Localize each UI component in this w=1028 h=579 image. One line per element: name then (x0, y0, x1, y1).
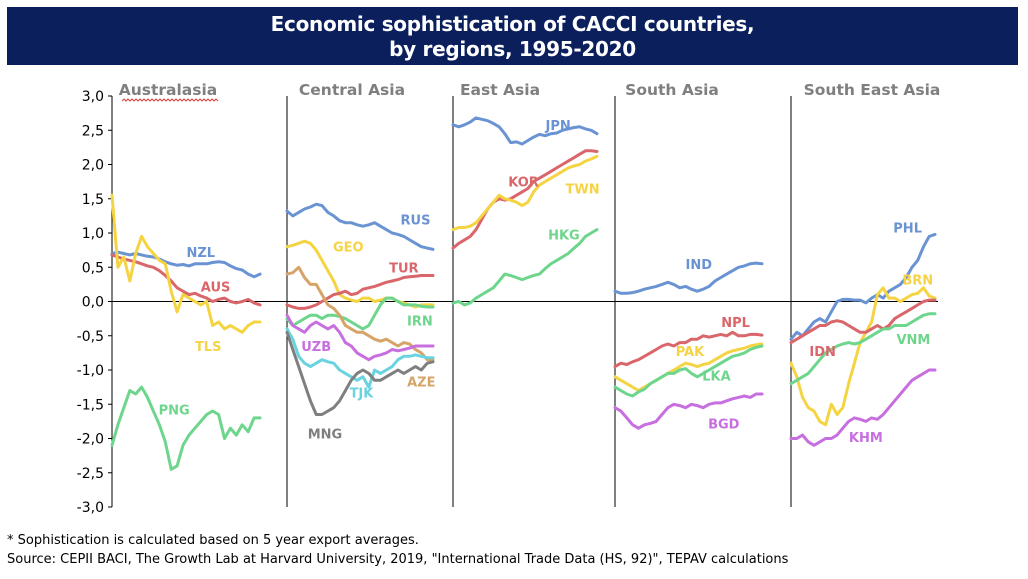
series-line-vnm (789, 312, 937, 386)
series-label-lka: LKA (702, 369, 730, 384)
series-label-uzb: UZB (301, 340, 331, 355)
series-label-mng: MNG (308, 428, 343, 443)
series-label-aze: AZE (407, 376, 435, 391)
series-line-npl (613, 330, 764, 369)
series-line-khm (789, 368, 937, 447)
series-label-aus: AUS (201, 280, 231, 295)
series-line-rus (285, 202, 435, 251)
chart-title-bar: Economic sophistication of CACCI countri… (7, 7, 1018, 65)
series-line-idn (789, 298, 937, 345)
series-label-jpn: JPN (544, 119, 570, 134)
series-label-kor: KOR (508, 176, 539, 191)
spellcheck-underline (121, 98, 219, 102)
series-label-phl: PHL (893, 222, 922, 237)
series-line-ind (613, 261, 764, 295)
series-label-tls: TLS (195, 340, 222, 355)
panel-title: Australasia (119, 81, 218, 99)
series-label-rus: RUS (401, 213, 431, 228)
series-label-tjk: TJK (350, 387, 375, 402)
series-line-tur (285, 274, 435, 310)
series-label-vnm: VNM (896, 333, 930, 348)
chart-title-line-2: by regions, 1995-2020 (389, 37, 636, 61)
series-line-bgd (613, 392, 764, 430)
y-tick-label: -1,5 (77, 397, 104, 413)
series-line-brn (789, 286, 937, 427)
series-line-tls (110, 193, 262, 334)
y-tick-label: 3,0 (82, 89, 104, 105)
chart-title-line-1: Economic sophistication of CACCI countri… (270, 12, 755, 36)
footnote-source: Source: CEPII BACI, The Growth Lab at Ha… (7, 552, 789, 567)
series-line-hkg (451, 228, 599, 307)
series-label-hkg: HKG (548, 228, 580, 243)
series-line-lka (613, 344, 764, 398)
series-line-irn (285, 296, 435, 331)
series-label-png: PNG (159, 404, 190, 419)
series-line-phl (789, 232, 937, 341)
panel-title: Central Asia (299, 81, 405, 99)
footnote-methodology: * Sophistication is calculated based on … (7, 533, 419, 548)
y-tick-label: 2,0 (82, 158, 104, 174)
series-line-uzb (285, 313, 435, 362)
y-tick-label: 1,5 (82, 192, 104, 208)
y-tick-label: -3,0 (77, 500, 104, 516)
series-label-bgd: BGD (708, 417, 740, 432)
series-line-kor (451, 149, 599, 250)
series-label-nzl: NZL (187, 246, 216, 261)
y-tick-label: -2,5 (77, 466, 104, 482)
y-tick-label: -1,0 (77, 363, 104, 379)
panel-title: East Asia (460, 81, 540, 99)
y-tick-label: -0,5 (77, 329, 104, 345)
series-line-mng (285, 330, 435, 416)
series-label-geo: GEO (333, 241, 364, 256)
panel-title: South Asia (625, 81, 719, 99)
series-label-irn: IRN (407, 315, 433, 330)
series-label-npl: NPL (721, 316, 750, 331)
series-label-twn: TWN (566, 182, 600, 197)
y-tick-label: 2,5 (82, 123, 104, 139)
series-label-brn: BRN (902, 274, 933, 289)
y-tick-label: -2,0 (77, 432, 104, 448)
series-label-pak: PAK (676, 345, 705, 360)
y-tick-label: 1,0 (82, 226, 104, 242)
y-tick-label: 0,0 (82, 295, 104, 311)
y-tick-label: 0,5 (82, 260, 104, 276)
panel-title: South East Asia (804, 81, 941, 99)
series-line-twn (451, 154, 599, 232)
series-label-idn: IDN (809, 345, 836, 360)
series-line-tjk (285, 327, 435, 389)
series-line-aze (285, 265, 435, 362)
series-label-ind: IND (686, 258, 713, 273)
series-line-aus (110, 253, 262, 307)
series-label-khm: KHM (849, 431, 883, 446)
series-line-png (110, 385, 262, 471)
series-label-tur: TUR (389, 261, 418, 276)
series-line-jpn (451, 116, 599, 146)
